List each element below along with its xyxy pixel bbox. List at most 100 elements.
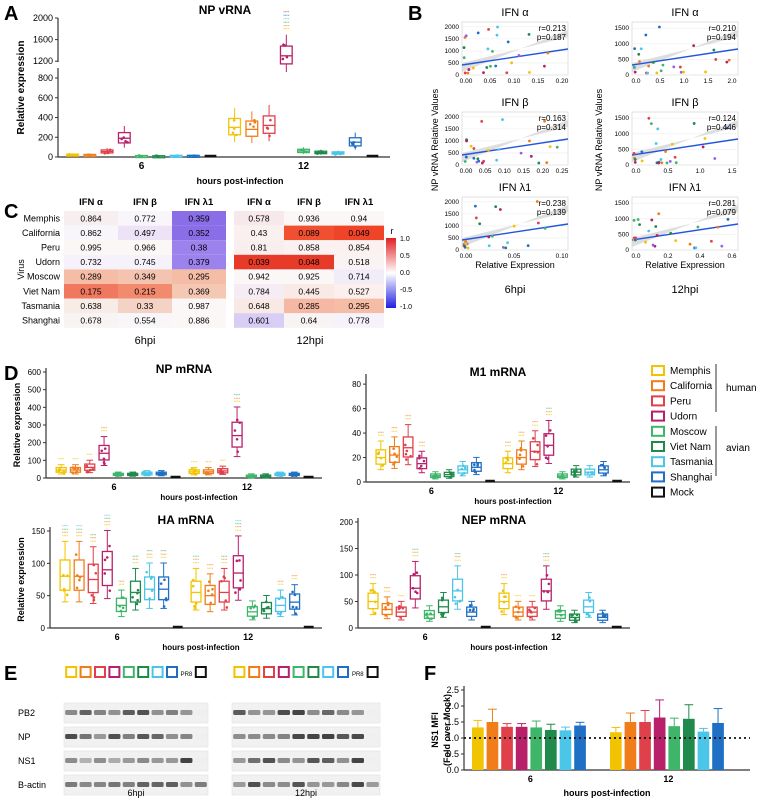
box-memphis: ************	[190, 554, 202, 611]
group-label: 12hpi	[295, 788, 317, 798]
cell-value: 0.966	[134, 243, 156, 253]
heatmap-cell	[172, 254, 226, 270]
x-tick-label: 0.10	[498, 168, 511, 175]
cell-value: 0.648	[248, 301, 270, 311]
cell-value: 0.995	[80, 243, 102, 253]
plot-area	[461, 111, 569, 166]
box-udorn: ************	[409, 547, 421, 609]
box-moscow	[297, 147, 311, 155]
legend-item: Peru	[651, 395, 691, 407]
cell-value: 0.64	[301, 316, 318, 326]
y-tick-label: 200	[28, 439, 42, 448]
svg-text:****: ****	[193, 560, 200, 565]
y-tick-label: 400	[28, 403, 42, 412]
box-tasmania	[582, 591, 595, 618]
p-value: p=0.446	[707, 123, 737, 132]
cell-value: 0.81	[251, 243, 268, 253]
box-viet-nam	[437, 591, 450, 618]
x-tick-label: 0.4	[695, 253, 704, 260]
box-viet-nam	[260, 595, 273, 619]
svg-text:****: ****	[104, 523, 111, 528]
box-peru	[100, 148, 114, 155]
y-tick-label: 0	[48, 152, 53, 162]
y-tick-label: 20	[352, 454, 361, 463]
y-tick-label: 0	[455, 72, 459, 79]
cell-value: 0.886	[188, 316, 210, 326]
colorbar-tick: 1.0	[400, 236, 410, 243]
box-peru: ****	[526, 593, 538, 621]
svg-text:****: ****	[101, 425, 108, 430]
bar-california	[624, 712, 637, 770]
cell-value: 0.638	[80, 301, 102, 311]
x-tick-label: 6	[139, 161, 145, 172]
x-tick-label: 0.00	[460, 78, 473, 85]
box-viet-nam	[314, 149, 328, 155]
x-axis-title: hours post-infection	[474, 497, 551, 506]
svg-text:****: ****	[161, 555, 168, 560]
y-tick-label: 600	[38, 93, 53, 103]
group-label: 6hpi	[127, 788, 144, 798]
box-viet-nam	[152, 154, 166, 159]
y-tick-label: 0.0	[446, 765, 459, 775]
x-tick-label: 0.6	[727, 253, 736, 260]
row-label: Tasmania	[21, 301, 60, 311]
x-axis-title: hours post-infection	[564, 788, 651, 798]
svg-text:****: ****	[76, 533, 83, 538]
box-udorn: ********	[416, 440, 428, 474]
lane-marker	[65, 666, 78, 678]
lane-marker	[108, 666, 121, 678]
cell-value: 0.678	[80, 316, 102, 326]
box-california: ********	[204, 563, 216, 613]
row-label: Shanghai	[22, 316, 60, 326]
legend-label: Tasmania	[670, 457, 713, 468]
svg-text:****: ****	[412, 550, 419, 555]
svg-text:****: ****	[292, 577, 299, 582]
box-tasmania	[141, 470, 153, 477]
svg-text:****: ****	[546, 406, 553, 411]
box-ha-mrna: 0 50 100 150 HA mRNA Relative expression hours…	[16, 513, 322, 652]
box-peru: ************	[218, 554, 230, 611]
svg-text:****: ****	[104, 519, 111, 524]
x-tick-label: 12	[298, 161, 310, 172]
box-np-mrna: 0 100 200 300 400 500 600 NP mRNA Relative expre…	[12, 362, 322, 502]
colorbar	[386, 238, 396, 308]
svg-text:****: ****	[76, 524, 83, 529]
svg-text:****: ****	[221, 557, 228, 562]
box-shanghai: ********	[289, 573, 301, 616]
y-tick-label: 500	[448, 235, 459, 242]
y-tick-label: 500	[618, 231, 629, 238]
x-tick-label: 0.00	[460, 168, 473, 175]
box-tasmania: ************	[143, 549, 156, 609]
svg-text:****: ****	[146, 555, 153, 560]
legend-label: Moscow	[670, 427, 707, 438]
svg-text:****: ****	[405, 413, 412, 418]
box-moscow	[135, 154, 149, 159]
cell-value: 0.445	[298, 286, 320, 296]
x-tick-label: 12	[242, 482, 252, 492]
heatmap-cell	[172, 313, 226, 328]
svg-text:****: ****	[193, 557, 200, 562]
box-california: ****	[512, 593, 524, 621]
svg-text:****: ****	[419, 440, 426, 445]
x-axis-title: Relative Expression	[645, 260, 725, 270]
cell-value: 0.497	[134, 228, 156, 238]
y-tick-label: 2000	[33, 13, 53, 23]
x-tick-label: 6	[429, 486, 434, 496]
y-tick-label: 40	[352, 429, 361, 438]
y-tick-label: 60	[352, 405, 361, 414]
svg-text:****: ****	[398, 593, 405, 598]
y-axis-title: Relative expression	[12, 383, 22, 468]
column-header: IFN α	[79, 197, 103, 208]
svg-text:****: ****	[391, 426, 398, 431]
svg-text:****: ****	[515, 593, 522, 598]
x-axis-title: hours post-infection	[197, 176, 284, 186]
y-tick-label: 500	[618, 56, 629, 63]
y-tick-label: 1500	[615, 115, 630, 122]
legend-item: Memphis	[651, 365, 711, 377]
x-tick-label: 0.15	[532, 78, 545, 85]
y-tick-label: 0.5	[446, 749, 459, 759]
svg-text:****: ****	[391, 429, 398, 434]
x-tick-label: 12	[553, 486, 563, 496]
y-tick-label: 50	[344, 598, 353, 607]
row-label: NP	[18, 732, 31, 742]
